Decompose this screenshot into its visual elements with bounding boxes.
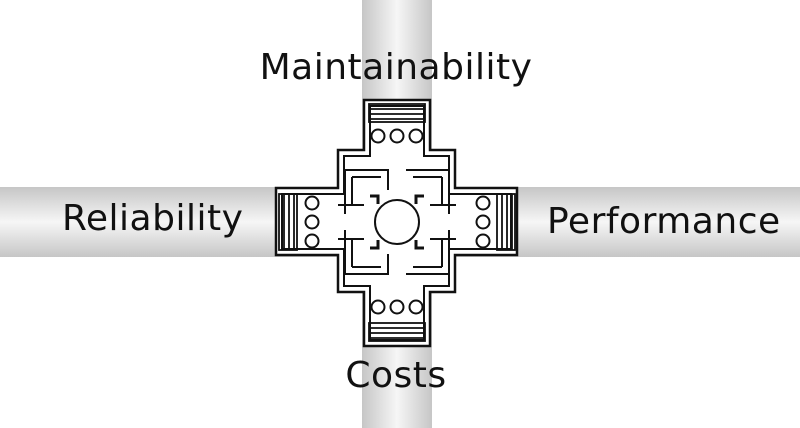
dome-circle bbox=[374, 199, 420, 245]
reliability-label: Reliability bbox=[62, 198, 244, 239]
performance-label: Performance bbox=[547, 201, 781, 242]
temple-floor-plan-icon bbox=[274, 98, 519, 348]
maintainability-label: Maintainability bbox=[259, 47, 533, 88]
costs-label: Costs bbox=[345, 355, 447, 396]
